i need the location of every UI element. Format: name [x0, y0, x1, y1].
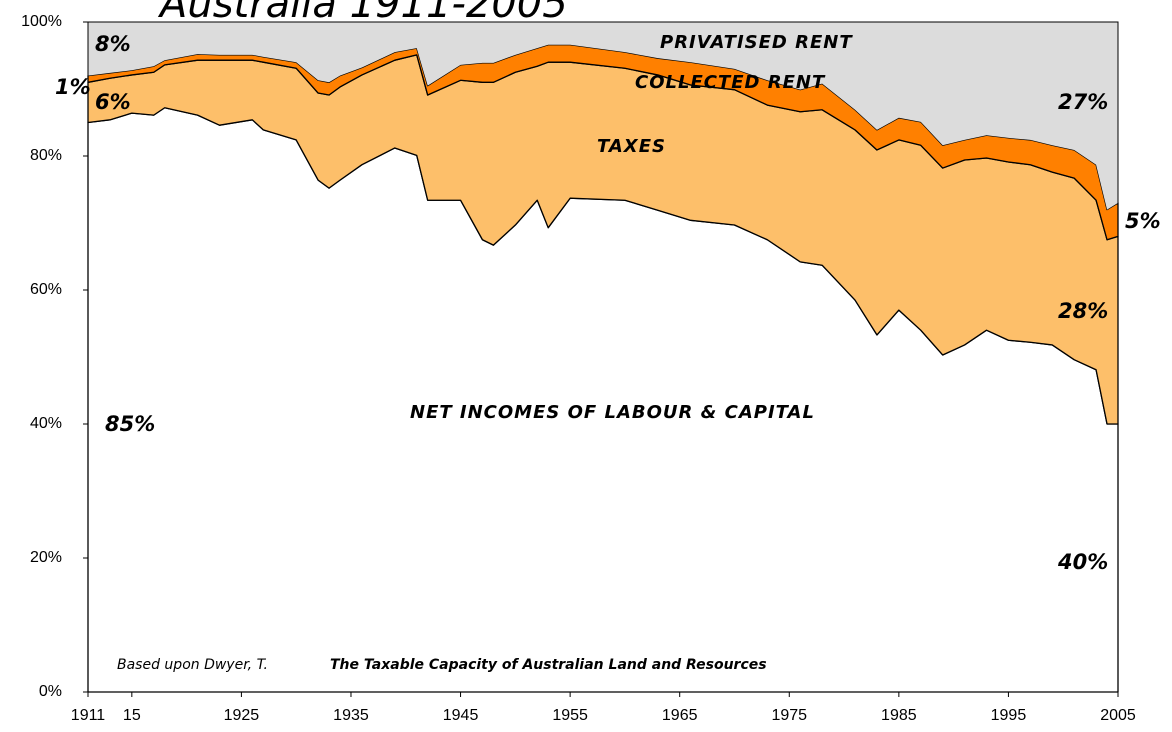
x-tick-label: 1925 — [224, 707, 260, 724]
y-tick-label: 100% — [21, 13, 62, 30]
plot-frame — [87, 21, 1119, 693]
x-tick-label: 1911 — [71, 707, 106, 724]
annotation: 27% — [1058, 90, 1108, 114]
annotation: 1% — [55, 75, 91, 99]
x-tick-label: 15 — [123, 707, 141, 724]
annotation: 5% — [1125, 209, 1161, 233]
source-title: The Taxable Capacity of Australian Land … — [330, 657, 767, 673]
y-tick-label: 80% — [30, 147, 62, 164]
x-tick-label: 1935 — [333, 707, 369, 724]
series-label: NET INCOMES OF LABOUR & CAPITAL — [410, 402, 815, 423]
x-tick-label: 1975 — [771, 707, 807, 724]
series-label: PRIVATISED RENT — [660, 32, 853, 53]
x-tick-label: 1995 — [991, 707, 1027, 724]
series-label: TAXES — [597, 136, 666, 157]
x-tick-label: 1945 — [443, 707, 479, 724]
y-tick-label: 40% — [30, 415, 62, 432]
annotation: 85% — [105, 412, 155, 436]
y-tick-label: 60% — [30, 281, 62, 298]
x-tick-label: 1955 — [552, 707, 588, 724]
area — [88, 22, 1118, 210]
source-note: Based upon Dwyer, T. — [117, 657, 268, 673]
annotation: 6% — [95, 90, 131, 114]
annotation: 8% — [95, 32, 131, 56]
series-label: COLLECTED RENT — [635, 72, 826, 93]
y-tick-label: 20% — [30, 549, 62, 566]
annotation: 28% — [1058, 299, 1108, 323]
x-tick-label: 1985 — [881, 707, 917, 724]
annotation: 40% — [1057, 550, 1108, 574]
x-tick-label: 1965 — [662, 707, 698, 724]
y-tick-label: 0% — [39, 683, 62, 700]
x-tick-label: 2005 — [1100, 707, 1136, 724]
